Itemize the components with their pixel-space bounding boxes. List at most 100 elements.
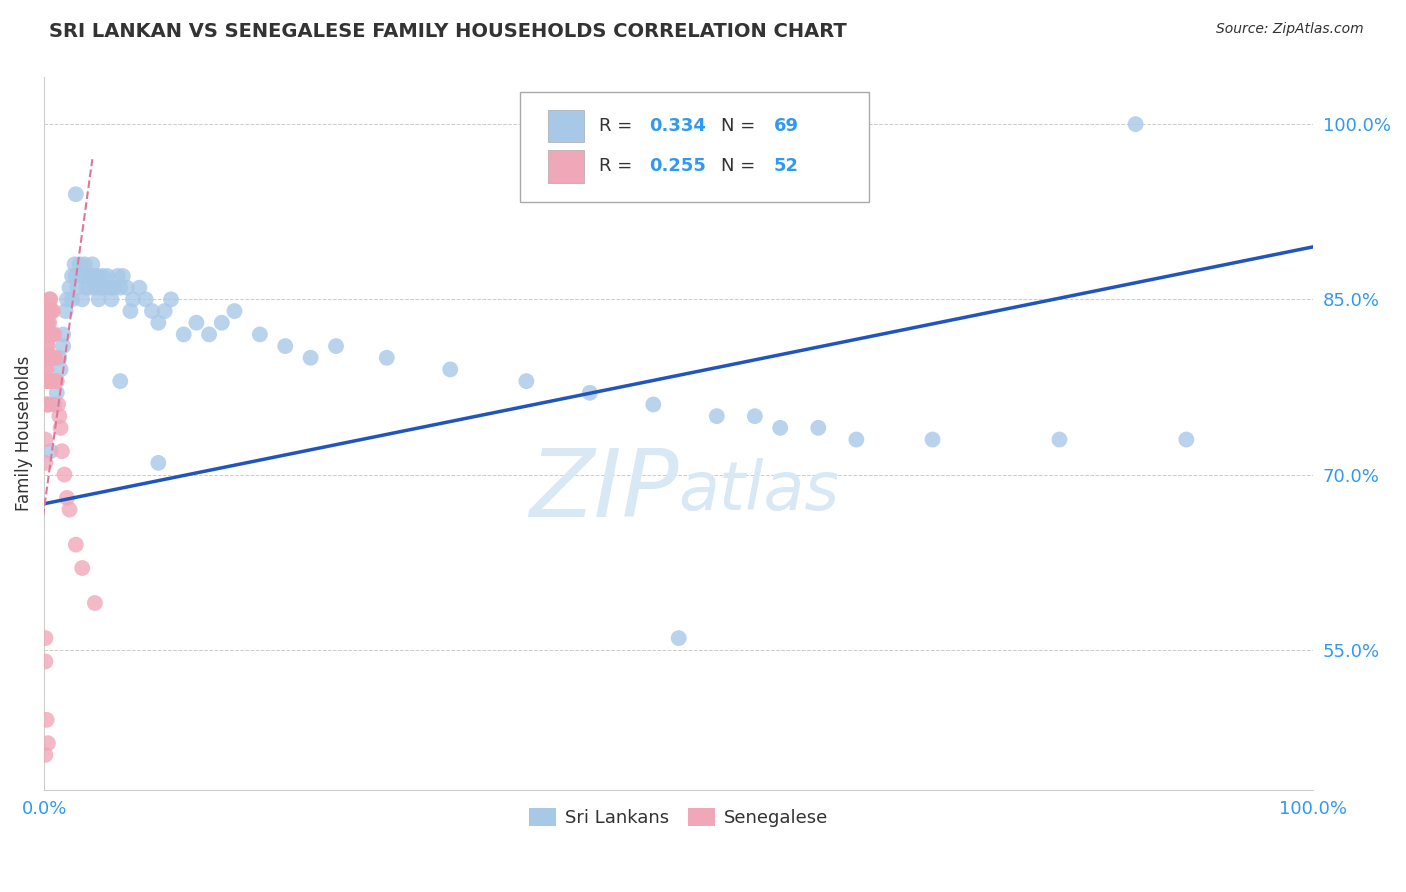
Point	[122, 293, 145, 307]
Point	[63, 257, 86, 271]
Point	[141, 304, 163, 318]
Point	[38, 293, 60, 307]
Point	[34, 631, 56, 645]
FancyBboxPatch shape	[520, 92, 869, 202]
Point	[35, 316, 58, 330]
Point	[249, 327, 271, 342]
Point	[274, 339, 297, 353]
Point	[706, 409, 728, 424]
Point	[148, 456, 170, 470]
Point	[299, 351, 322, 365]
FancyBboxPatch shape	[548, 110, 583, 142]
Point	[39, 374, 62, 388]
Point	[37, 304, 59, 318]
Point	[80, 268, 103, 283]
Point	[37, 327, 59, 342]
Text: R =: R =	[599, 117, 638, 135]
Text: R =: R =	[599, 158, 638, 176]
Point	[668, 631, 690, 645]
Point	[82, 257, 104, 271]
Point	[148, 316, 170, 330]
Point	[135, 293, 157, 307]
Point	[153, 304, 176, 318]
Point	[60, 268, 83, 283]
Text: N =: N =	[721, 158, 761, 176]
Point	[38, 374, 60, 388]
Point	[769, 421, 792, 435]
Point	[38, 397, 60, 411]
Text: SRI LANKAN VS SENEGALESE FAMILY HOUSEHOLDS CORRELATION CHART: SRI LANKAN VS SENEGALESE FAMILY HOUSEHOL…	[49, 22, 846, 41]
Point	[90, 281, 112, 295]
Text: atlas: atlas	[679, 458, 839, 524]
Point	[97, 268, 120, 283]
Point	[73, 257, 96, 271]
Point	[35, 397, 58, 411]
Point	[58, 281, 80, 295]
Point	[58, 502, 80, 516]
Point	[110, 374, 132, 388]
Point	[103, 281, 125, 295]
Point	[45, 385, 67, 400]
Point	[515, 374, 537, 388]
Point	[37, 339, 59, 353]
Point	[65, 268, 87, 283]
Point	[1049, 433, 1071, 447]
Point	[44, 327, 66, 342]
Point	[45, 374, 67, 388]
Point	[128, 281, 150, 295]
Point	[79, 281, 101, 295]
Point	[48, 409, 70, 424]
Point	[41, 351, 63, 365]
Point	[56, 491, 79, 505]
Point	[65, 538, 87, 552]
Text: 0.255: 0.255	[650, 158, 706, 176]
Point	[42, 304, 65, 318]
Point	[110, 281, 132, 295]
Point	[55, 304, 77, 318]
Point	[224, 304, 246, 318]
Point	[38, 316, 60, 330]
Point	[70, 561, 93, 575]
Point	[100, 293, 122, 307]
Point	[38, 351, 60, 365]
Point	[744, 409, 766, 424]
Point	[35, 713, 58, 727]
Point	[34, 397, 56, 411]
Point	[173, 327, 195, 342]
Point	[325, 339, 347, 353]
Point	[439, 362, 461, 376]
Point	[53, 467, 76, 482]
Point	[186, 316, 208, 330]
Point	[211, 316, 233, 330]
Point	[75, 281, 97, 295]
Text: 0.334: 0.334	[650, 117, 706, 135]
Point	[42, 327, 65, 342]
Point	[921, 433, 943, 447]
Point	[51, 444, 73, 458]
Point	[39, 351, 62, 365]
Point	[44, 351, 66, 365]
Point	[83, 281, 105, 295]
Point	[37, 397, 59, 411]
Point	[37, 316, 59, 330]
Point	[87, 293, 110, 307]
Point	[52, 327, 75, 342]
Point	[34, 747, 56, 762]
Point	[38, 304, 60, 318]
Point	[39, 444, 62, 458]
Point	[52, 339, 75, 353]
Text: N =: N =	[721, 117, 761, 135]
Point	[35, 339, 58, 353]
Point	[34, 316, 56, 330]
Text: ZIP: ZIP	[529, 445, 679, 536]
Point	[83, 268, 105, 283]
Text: 52: 52	[773, 158, 799, 176]
Point	[69, 257, 91, 271]
Point	[49, 362, 72, 376]
Point	[34, 362, 56, 376]
Point	[37, 351, 59, 365]
Point	[35, 374, 58, 388]
Point	[120, 304, 142, 318]
Point	[44, 374, 66, 388]
Point	[77, 268, 100, 283]
